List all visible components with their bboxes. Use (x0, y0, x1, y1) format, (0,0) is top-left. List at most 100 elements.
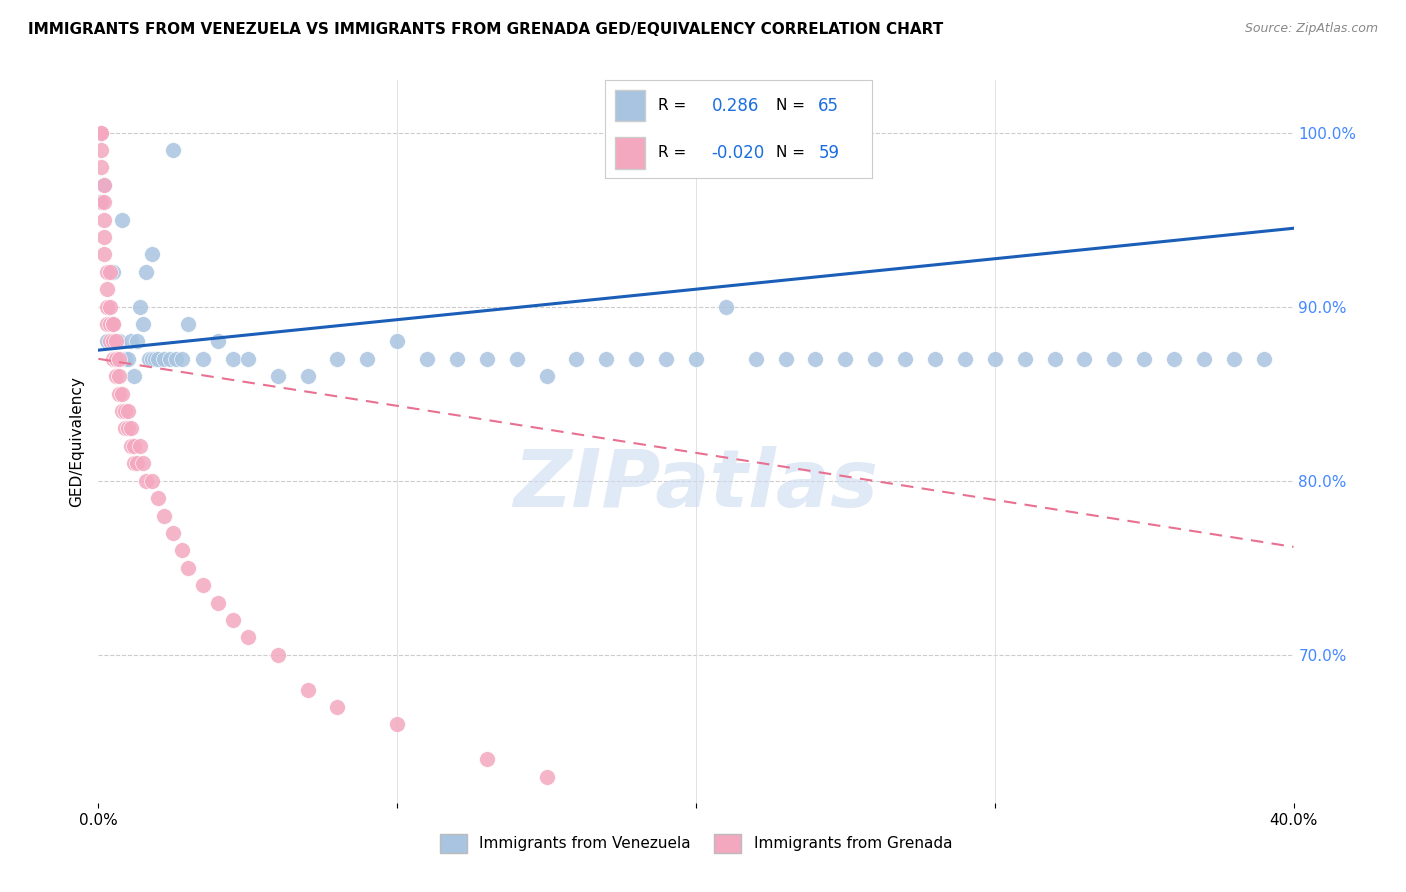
Point (90, 126, 112, 140)
Point (132, 317, 155, 331)
Point (96, 282, 118, 296)
Legend: Immigrants from Venezuela, Immigrants from Grenada: Immigrants from Venezuela, Immigrants fr… (432, 826, 960, 860)
Point (141, 247, 163, 261)
Point (207, 596, 229, 610)
Point (103, 317, 125, 331)
Point (685, 351, 707, 366)
Point (114, 404, 136, 418)
Point (565, 351, 588, 366)
Point (105, 351, 128, 366)
Point (236, 631, 259, 645)
Point (105, 369, 128, 384)
Point (108, 334, 131, 349)
Point (124, 439, 146, 453)
Point (105, 334, 128, 349)
Point (222, 351, 245, 366)
Point (236, 351, 259, 366)
Bar (616, 90, 645, 121)
Point (90, 195, 112, 210)
Point (475, 351, 498, 366)
Y-axis label: GED/Equivalency: GED/Equivalency (69, 376, 84, 507)
Point (141, 351, 163, 366)
Point (93, 247, 115, 261)
Point (129, 300, 152, 314)
Point (96, 300, 118, 314)
Point (129, 439, 152, 453)
Text: 0.286: 0.286 (711, 97, 759, 115)
Point (172, 543, 194, 558)
Point (96, 265, 118, 279)
Point (177, 561, 200, 575)
Text: -0.020: -0.020 (711, 144, 765, 161)
Point (114, 421, 136, 435)
Point (1104, 351, 1126, 366)
Point (834, 351, 856, 366)
Point (207, 334, 229, 349)
Text: N =: N = (776, 145, 804, 161)
Point (475, 752, 498, 766)
Point (98, 300, 122, 314)
Point (103, 351, 125, 366)
Point (108, 369, 131, 384)
Text: 59: 59 (818, 144, 839, 161)
Point (177, 317, 200, 331)
Point (135, 265, 157, 279)
Point (1223, 351, 1246, 366)
Point (98, 317, 122, 331)
Point (297, 369, 319, 384)
Point (385, 334, 409, 349)
Point (141, 474, 163, 488)
Point (117, 351, 139, 366)
Point (865, 351, 887, 366)
Point (108, 386, 131, 401)
Point (127, 334, 149, 349)
Point (90, 161, 112, 175)
Point (804, 351, 827, 366)
Point (153, 508, 176, 523)
Point (162, 525, 184, 540)
Point (111, 212, 134, 227)
Point (1163, 351, 1185, 366)
Point (108, 351, 131, 366)
Point (98, 334, 122, 349)
Point (356, 351, 378, 366)
Point (446, 351, 468, 366)
Point (90, 126, 112, 140)
Point (267, 369, 290, 384)
Point (124, 456, 146, 470)
Point (506, 351, 529, 366)
Point (96, 334, 118, 349)
Point (114, 351, 136, 366)
Point (326, 351, 349, 366)
Point (626, 351, 648, 366)
Point (1043, 351, 1066, 366)
Point (105, 351, 128, 366)
Point (120, 439, 142, 453)
Point (1253, 351, 1275, 366)
Point (172, 351, 194, 366)
Point (924, 351, 946, 366)
Point (1014, 351, 1036, 366)
Point (1073, 351, 1095, 366)
Point (714, 300, 737, 314)
Point (655, 351, 678, 366)
Point (222, 613, 245, 627)
Point (96, 317, 118, 331)
Text: IMMIGRANTS FROM VENEZUELA VS IMMIGRANTS FROM GRENADA GED/EQUIVALENCY CORRELATION: IMMIGRANTS FROM VENEZUELA VS IMMIGRANTS … (28, 22, 943, 37)
Point (103, 317, 125, 331)
Text: Source: ZipAtlas.com: Source: ZipAtlas.com (1244, 22, 1378, 36)
Point (162, 143, 184, 157)
Point (595, 351, 617, 366)
Point (132, 456, 155, 470)
Point (111, 404, 134, 418)
Text: R =: R = (658, 145, 686, 161)
Point (267, 648, 290, 662)
Point (1192, 351, 1215, 366)
Point (165, 351, 187, 366)
Point (191, 351, 214, 366)
Point (775, 351, 797, 366)
Point (111, 386, 134, 401)
Point (93, 178, 115, 192)
Point (138, 351, 160, 366)
Point (90, 143, 112, 157)
